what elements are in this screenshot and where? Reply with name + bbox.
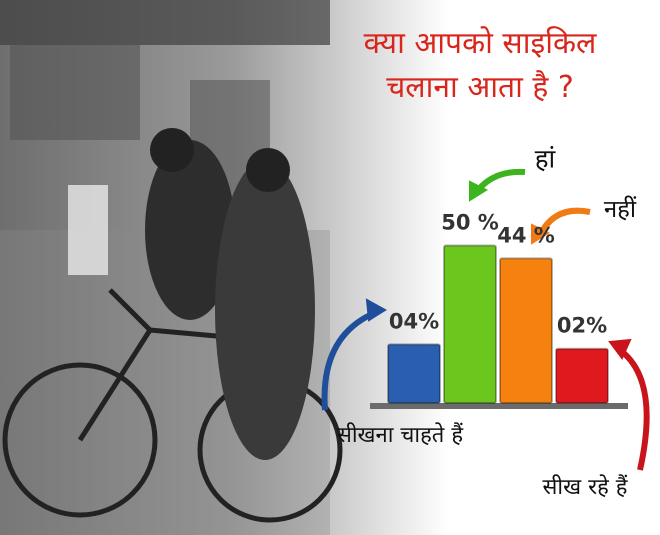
value-label: 02% — [557, 314, 607, 338]
value-label: 50 % — [441, 211, 499, 235]
bar — [443, 244, 497, 404]
category-label: हां — [535, 145, 557, 175]
category-label: सीख रहे हैं — [543, 474, 628, 500]
category-label: सीखना चाहते हैं — [337, 422, 463, 448]
category-label: नहीं — [604, 195, 637, 223]
value-label: 04% — [389, 309, 439, 333]
bar — [499, 257, 553, 404]
bar — [387, 343, 441, 404]
baseline — [370, 403, 628, 409]
bar — [555, 347, 609, 405]
chart-title: क्या आपको साइकिल चलाना आता है ? — [363, 26, 597, 105]
value-label: 44 % — [497, 223, 555, 247]
arrows — [321, 168, 650, 471]
